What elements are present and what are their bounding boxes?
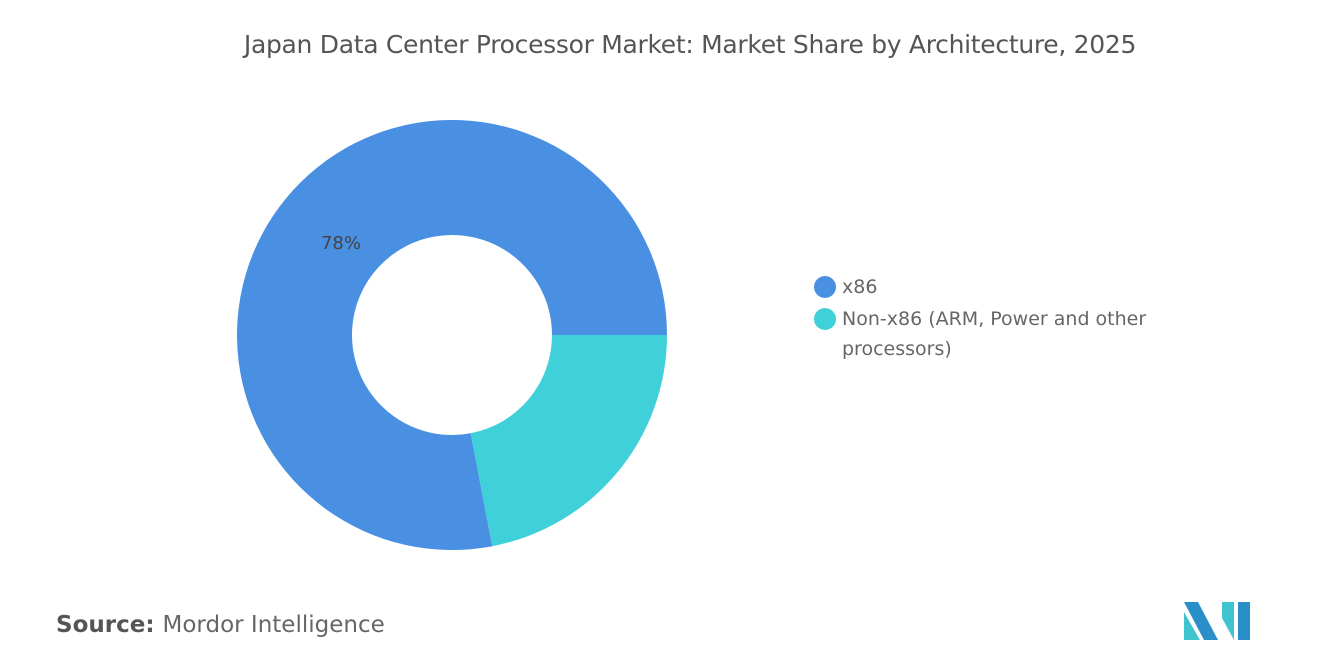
legend: x86 Non-x86 (ARM, Power and other proces…	[814, 272, 1194, 366]
mordor-intelligence-logo	[1184, 602, 1250, 640]
legend-label: x86	[842, 276, 878, 298]
source-note: Source: Mordor Intelligence	[56, 612, 385, 638]
legend-item-x86[interactable]: x86	[814, 272, 1194, 302]
legend-label: Non-x86 (ARM, Power and other processors…	[842, 308, 1147, 360]
chart-title: Japan Data Center Processor Market: Mark…	[243, 30, 1137, 59]
donut-slice-non-x86	[470, 335, 667, 547]
legend-swatch	[814, 276, 836, 298]
legend-item-non-x86[interactable]: Non-x86 (ARM, Power and other processors…	[814, 304, 1194, 364]
donut-slice-x86	[237, 119, 667, 551]
data-label: 78%	[321, 233, 361, 254]
source-value: Mordor Intelligence	[162, 612, 385, 638]
legend-swatch	[814, 308, 836, 330]
source-label: Source:	[56, 612, 155, 638]
